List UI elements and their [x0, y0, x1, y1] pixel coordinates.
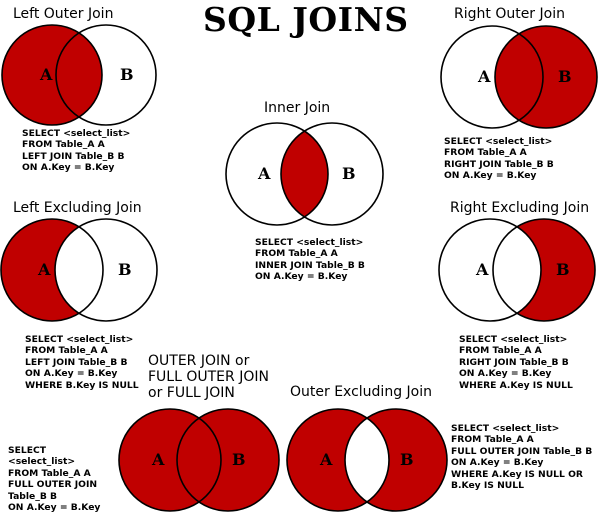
circle-a-label: A: [477, 67, 491, 86]
intersection-mask: [345, 409, 389, 511]
circle-b-outline: [344, 408, 448, 512]
circle-a-label: A: [475, 260, 489, 279]
full-outer-join-title: OUTER JOIN or FULL OUTER JOIN or FULL JO…: [148, 353, 269, 401]
circle-a-label: A: [37, 260, 51, 279]
sql-line: ON A.Key = B.Key: [255, 271, 348, 283]
left-excluding-join-sql: SELECT <select_list> FROM Table_A A LEFT J…: [25, 334, 139, 391]
circle-b-outline: [55, 24, 157, 126]
circle-b-fill: [495, 26, 597, 128]
sql-line: FULL OUTER JOIN: [8, 479, 98, 491]
circle-a-label: A: [257, 164, 271, 183]
circle-b-outline: [280, 122, 384, 226]
circle-a-outline: [1, 24, 103, 126]
sql-line: FROM Table_A A: [22, 139, 105, 151]
sql-line: SELECT <select_list>: [459, 334, 568, 345]
sql-line: WHERE B.Key IS NULL: [25, 379, 139, 391]
sql-line: SELECT: [8, 445, 47, 456]
sql-line: FROM Table_A A: [451, 434, 534, 446]
sql-line: FROM Table_A A: [255, 248, 338, 260]
page-title: SQL JOINS: [203, 0, 409, 39]
full-outer-join-title-line: FULL OUTER JOIN: [148, 369, 269, 385]
sql-line: Table_B B: [8, 490, 58, 502]
sql-line: SELECT <select_list>: [25, 334, 134, 345]
sql-line: ON A.Key = B.Key: [25, 368, 118, 380]
sql-line: ON A.Key = B.Key: [444, 170, 537, 182]
sql-line: SELECT <select_list>: [444, 136, 553, 147]
circle-a-label: A: [39, 65, 53, 84]
circle-a-outline: [438, 218, 542, 322]
sql-line: FROM Table_A A: [25, 345, 108, 357]
sql-line: SELECT <select_list>: [255, 237, 364, 248]
circle-a-outline: [225, 122, 329, 226]
sql-line: RIGHT JOIN Table_B B: [459, 356, 569, 368]
sql-line: INNER JOIN Table_B B: [255, 259, 365, 271]
circle-b-label: B: [118, 260, 132, 279]
left-outer-join-sql: SELECT <select_list> FROM Table_A A LEFT J…: [22, 128, 130, 174]
sql-line: FROM Table_A A: [444, 147, 527, 159]
circle-a-outline: [118, 408, 222, 512]
inner-join-title: Inner Join: [264, 100, 331, 116]
right-excluding-join-sql: SELECT <select_list> FROM Table_A A RIGHT …: [459, 334, 573, 391]
sql-line: FROM Table_A A: [8, 467, 91, 479]
sql-line: SELECT <select_list>: [22, 128, 131, 139]
sql-line: <select_list>: [8, 456, 76, 468]
left-excluding-join-title: Left Excluding Join: [13, 200, 142, 216]
sql-line: FULL OUTER JOIN Table_B B: [451, 445, 593, 457]
left-outer-join-title: Left Outer Join: [13, 6, 114, 22]
outer-excluding-join-sql: SELECT <select_list> FROM Table_A A FULL O…: [451, 423, 592, 491]
circle-a-outline: [440, 25, 544, 129]
full-outer-join-title-line: or FULL JOIN: [148, 385, 235, 401]
circle-a-label: A: [151, 450, 165, 469]
intersection-fill: [281, 123, 328, 225]
sql-line: ON A.Key = B.Key: [451, 457, 544, 469]
right-excluding-join-title: Right Excluding Join: [450, 200, 590, 216]
circle-a-outline: [0, 218, 104, 322]
circle-a-mask: [439, 219, 541, 321]
full-outer-join-sql: SELECT <select_list> FROM Table_A A FULL OU…: [8, 445, 100, 513]
circle-b-outline: [54, 218, 158, 322]
right-outer-join-sql: SELECT <select_list> FROM Table_A A RIGHT …: [444, 136, 554, 182]
sql-line: RIGHT JOIN Table_B B: [444, 158, 554, 170]
circle-b-mask: [55, 219, 157, 321]
right-outer-join-title: Right Outer Join: [454, 6, 565, 22]
sql-line: B.Key IS NULL: [451, 480, 524, 492]
sql-line: WHERE A.Key IS NULL OR: [451, 468, 583, 480]
inner-join-sql: SELECT <select_list> FROM Table_A A INNER …: [255, 237, 365, 283]
circle-b-label: B: [120, 65, 134, 84]
circle-a-outline: [286, 408, 390, 512]
sql-line: WHERE A.Key IS NULL: [459, 379, 573, 391]
outer-excluding-join-title: Outer Excluding Join: [290, 384, 432, 400]
circle-b-label: B: [556, 260, 570, 279]
sql-line: ON A.Key = B.Key: [8, 502, 101, 514]
full-outer-join-title-line: OUTER JOIN or: [148, 353, 250, 369]
circle-b-label: B: [342, 164, 356, 183]
circle-b-outline: [492, 218, 596, 322]
circle-b-outline: [494, 25, 598, 129]
sql-line: FROM Table_A A: [459, 345, 542, 357]
circle-b-outline: [176, 408, 280, 512]
circle-b-label: B: [400, 450, 414, 469]
sql-line: ON A.Key = B.Key: [459, 368, 552, 380]
circle-b-fill: [177, 409, 279, 511]
circle-a-fill: [2, 25, 102, 125]
circle-b-label: B: [558, 67, 572, 86]
circle-a-label: A: [319, 450, 333, 469]
sql-line: SELECT <select_list>: [451, 423, 560, 434]
circle-b-label: B: [232, 450, 246, 469]
sql-line: ON A.Key = B.Key: [22, 162, 115, 174]
sql-line: LEFT JOIN Table_B B: [25, 356, 128, 368]
sql-line: LEFT JOIN Table_B B: [22, 150, 125, 162]
